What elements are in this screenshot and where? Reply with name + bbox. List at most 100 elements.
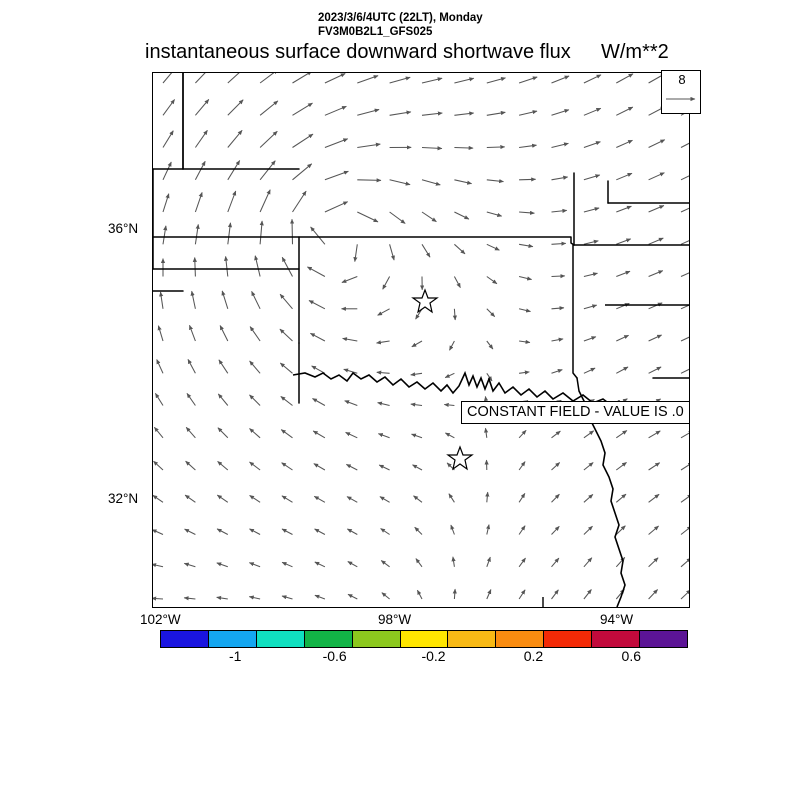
- wind-vector-arrow: [551, 109, 570, 116]
- wind-vector-arrow: [648, 139, 666, 148]
- red-river-boundary: [292, 370, 644, 410]
- wind-vector-arrow: [157, 325, 164, 342]
- wind-vector-arrow: [162, 130, 174, 148]
- station-star-1: [411, 288, 439, 314]
- wind-vector-arrow: [248, 595, 261, 600]
- wind-vector-arrow: [454, 145, 474, 151]
- wind-vector-arrow: [217, 460, 229, 471]
- wind-vector-arrow: [312, 398, 326, 406]
- wind-vector-arrow: [227, 99, 244, 116]
- wind-vector-arrow: [551, 337, 564, 342]
- wind-vector-arrow: [454, 243, 466, 255]
- wind-vector-arrow: [377, 308, 390, 316]
- wind-vector-arrow: [518, 461, 526, 471]
- wind-vector-arrow: [249, 562, 261, 568]
- wind-vector-arrow: [486, 276, 498, 285]
- wind-vector-arrow: [680, 207, 689, 213]
- wind-vector-arrow: [519, 143, 537, 149]
- wind-vector-arrow: [453, 276, 461, 288]
- wind-vector-arrow: [153, 529, 164, 535]
- wind-vector-arrow: [292, 190, 307, 213]
- wind-vector-arrow: [159, 291, 164, 309]
- wind-vector-arrow: [154, 393, 164, 406]
- wind-vector-arrow: [259, 130, 278, 148]
- wind-vector-arrow: [518, 493, 526, 503]
- wind-vector-arrow: [185, 426, 196, 439]
- wind-vector-arrow: [281, 561, 293, 568]
- wind-vector-arrow: [519, 177, 537, 182]
- wind-vector-arrow: [183, 596, 196, 601]
- axis-label-lat-32n: 32°N: [108, 491, 139, 506]
- wind-vector-arrow: [389, 211, 406, 224]
- wind-vector-arrow: [156, 359, 164, 374]
- wind-vector-arrow: [342, 337, 358, 342]
- wind-vector-arrow: [450, 524, 455, 535]
- wind-vector-arrow: [194, 99, 210, 116]
- reference-vector-value: 8: [678, 72, 686, 87]
- wind-vector-arrow: [292, 163, 313, 181]
- wind-vector-arrow: [279, 328, 293, 342]
- wind-vector-arrow: [551, 208, 568, 213]
- wind-vector-arrow: [413, 495, 423, 503]
- wind-vector-arrow: [415, 558, 423, 568]
- wind-vector-arrow: [187, 359, 196, 374]
- wind-vector-arrow: [648, 462, 661, 471]
- wind-vector-arrow: [381, 592, 390, 600]
- wind-vector-arrow: [680, 240, 689, 245]
- wind-vector-arrow: [551, 369, 563, 374]
- wind-vector-arrow: [444, 372, 455, 379]
- wind-vector-arrow: [680, 175, 689, 181]
- wind-vector-arrow: [551, 142, 569, 149]
- wind-vector-arrow: [380, 528, 390, 535]
- wind-vector-arrow: [249, 394, 261, 406]
- wind-vector-arrow: [357, 108, 380, 116]
- wind-vector-arrow: [615, 493, 627, 503]
- wind-vector-arrow: [324, 138, 349, 148]
- wind-vector-arrow: [192, 257, 197, 277]
- wind-vector-arrow: [616, 139, 633, 148]
- wind-vector-arrow: [448, 493, 455, 503]
- wind-vector-arrow: [216, 528, 229, 535]
- wind-vector-arrow: [648, 302, 663, 310]
- wind-vector-arrow: [162, 225, 168, 245]
- wind-vector-arrow: [421, 146, 443, 151]
- wind-vector-arrow: [616, 270, 631, 277]
- wind-vector-arrow: [680, 368, 689, 374]
- wind-vector-arrow: [680, 336, 689, 342]
- wind-vector-arrow: [551, 75, 570, 84]
- wind-vector-arrow: [648, 589, 658, 600]
- wind-vector-arrow: [486, 308, 496, 317]
- wind-vector-arrow: [227, 129, 243, 148]
- wind-vector-arrow: [551, 493, 560, 503]
- wind-vector-arrow: [421, 77, 443, 84]
- colorbar-segment-1: [208, 631, 257, 647]
- wind-vector-arrow: [357, 75, 379, 84]
- wind-vector-arrow: [249, 326, 261, 342]
- map-plot-panel[interactable]: CONSTANT FIELD - VALUE IS .0: [152, 72, 690, 608]
- wind-vector-arrow: [648, 205, 665, 213]
- wind-vector-arrow: [324, 170, 349, 181]
- wind-vector-arrow: [410, 372, 423, 377]
- wind-vector-arrow: [389, 244, 395, 261]
- wind-vector-arrow: [616, 430, 628, 439]
- wind-vector-arrow: [281, 595, 293, 600]
- wind-vector-arrow: [551, 462, 561, 471]
- wind-vector-arrow: [377, 401, 390, 407]
- colorbar-segment-4: [352, 631, 401, 647]
- wind-vector-arrow: [312, 430, 326, 439]
- wind-vector-arrow: [583, 494, 594, 503]
- wind-vector-arrow: [259, 73, 279, 84]
- wind-vector-arrow: [648, 557, 659, 568]
- wind-vector-arrow: [227, 190, 237, 213]
- wind-vector-arrow: [449, 340, 455, 351]
- wind-vector-arrow: [281, 528, 293, 535]
- wind-vector-arrow: [454, 77, 475, 84]
- wind-vector-arrow: [254, 255, 261, 277]
- axis-label-lon-102w: 102°W: [140, 612, 181, 627]
- wind-vector-arrow: [551, 306, 565, 311]
- state-boundaries: [153, 73, 689, 607]
- wind-vector-arrow: [324, 105, 347, 116]
- wind-vector-arrow: [227, 160, 241, 181]
- wind-vector-arrow: [389, 76, 411, 84]
- wind-vector-arrow: [551, 175, 569, 181]
